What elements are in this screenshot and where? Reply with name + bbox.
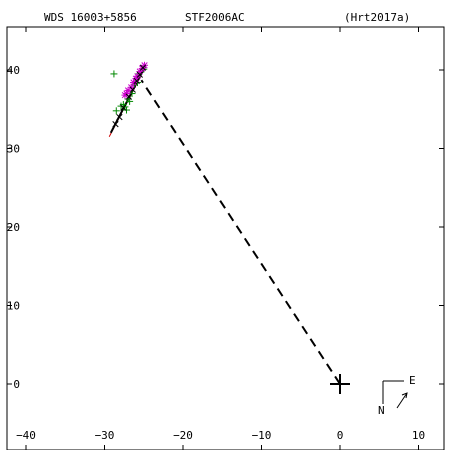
marker-stroke bbox=[133, 77, 140, 85]
marker-stroke bbox=[123, 90, 130, 97]
data-point-star bbox=[130, 79, 138, 87]
axis-ticks: −40 −30 −20 −10 0 10 0 10 20 30 40 bbox=[7, 27, 444, 450]
header-reference: (Hrt2017a) bbox=[344, 11, 410, 24]
x-tick-label: −10 bbox=[252, 429, 272, 442]
plot-frame bbox=[6, 26, 445, 450]
data-point-x bbox=[133, 77, 140, 85]
data-point-plus bbox=[112, 107, 120, 115]
data-point-plus bbox=[126, 97, 134, 105]
marker-stroke bbox=[112, 121, 119, 128]
marker-stroke bbox=[125, 93, 132, 100]
data-point-plus bbox=[122, 106, 130, 114]
compass-east-label: E bbox=[409, 374, 416, 387]
data-point-x bbox=[112, 121, 119, 128]
companion-connector-line bbox=[140, 79, 341, 385]
primary-star bbox=[330, 374, 350, 394]
x-tick-label: 10 bbox=[412, 429, 425, 442]
compass-north-label: N bbox=[378, 404, 385, 417]
compass-rose: N E bbox=[378, 374, 416, 417]
data-point-x bbox=[116, 113, 123, 121]
data-point-plus bbox=[110, 70, 118, 78]
compass-arrow-head bbox=[401, 392, 408, 399]
x-tick-label: −30 bbox=[95, 429, 115, 442]
marker-stroke bbox=[136, 71, 143, 78]
data-point-x bbox=[125, 93, 132, 100]
data-point-x bbox=[136, 71, 143, 78]
y-tick-label: 30 bbox=[7, 143, 20, 156]
data-point-x bbox=[129, 86, 136, 93]
connector-layer bbox=[140, 79, 341, 385]
x-tick-label: 0 bbox=[337, 429, 344, 442]
data-point-star bbox=[122, 90, 130, 98]
y-tick-label: 10 bbox=[7, 300, 20, 313]
x-tick-label: −40 bbox=[16, 429, 36, 442]
header-wds-id: WDS 16003+5856 bbox=[44, 11, 137, 24]
y-tick-label: 40 bbox=[7, 64, 20, 77]
marker-stroke bbox=[120, 104, 127, 111]
data-point-x bbox=[120, 104, 127, 111]
data-point-star bbox=[141, 61, 149, 69]
header-system-name: STF2006AC bbox=[185, 11, 245, 24]
marker-stroke bbox=[139, 64, 147, 71]
y-tick-label: 0 bbox=[13, 378, 20, 391]
y-tick-label: 20 bbox=[7, 221, 20, 234]
x-tick-label: −20 bbox=[173, 429, 193, 442]
marker-stroke bbox=[129, 86, 136, 93]
data-point-x bbox=[139, 64, 147, 71]
marker-stroke bbox=[130, 79, 137, 86]
marker-stroke bbox=[116, 113, 123, 121]
observation-points bbox=[110, 61, 149, 128]
compass-motion-arrow bbox=[396, 392, 408, 409]
